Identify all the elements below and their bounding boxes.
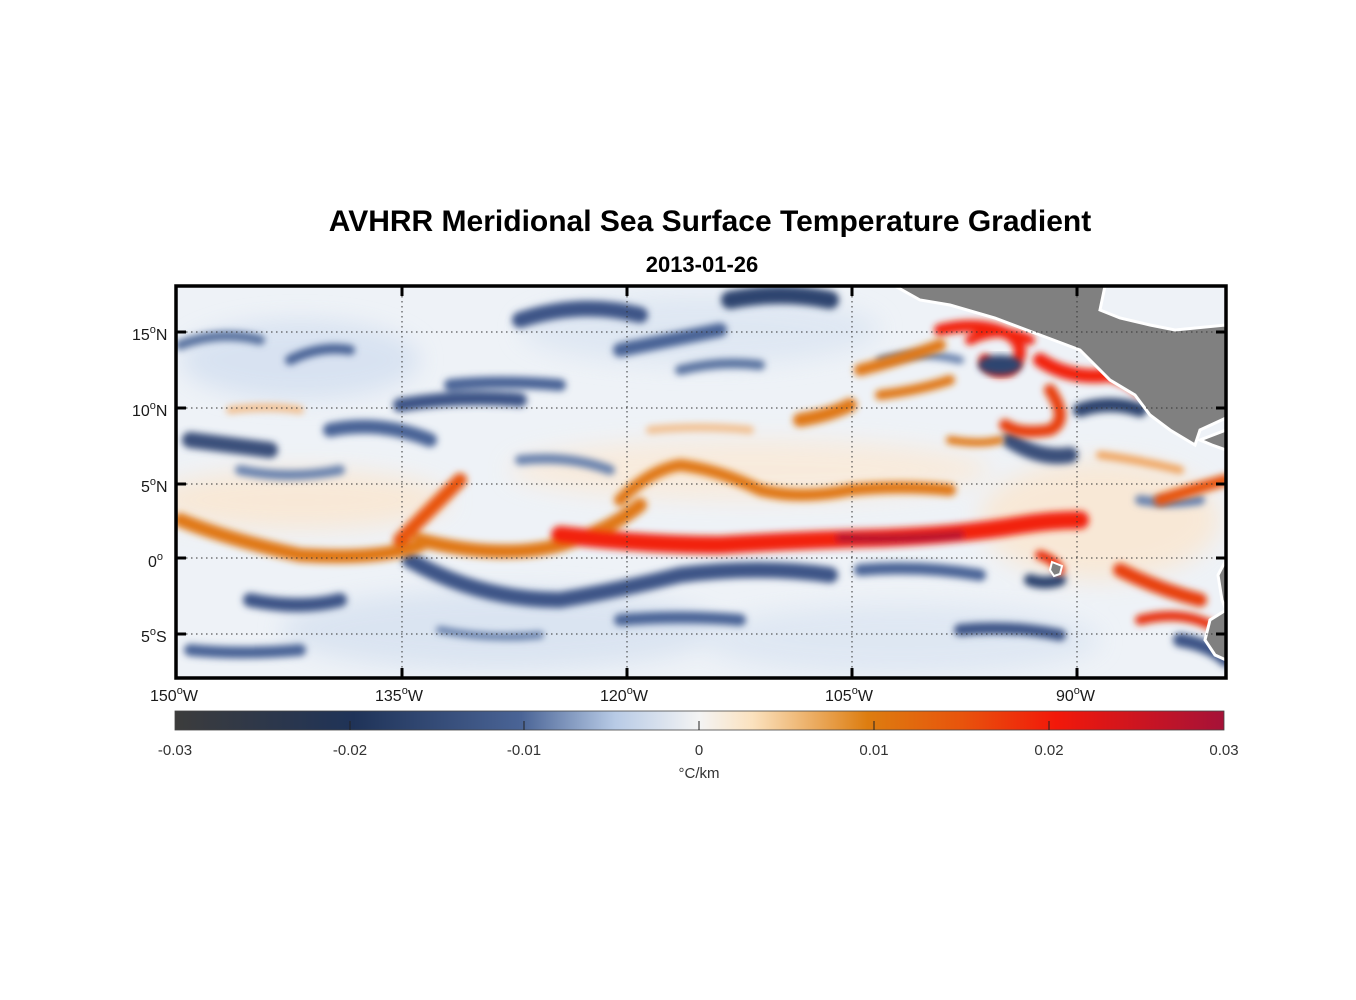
colorbar-ticks — [349, 721, 1050, 730]
colorbar-tick-label: 0.01 — [859, 742, 888, 759]
colorbar-tick-label: 0.02 — [1034, 742, 1063, 759]
colorbar-tick-label: 0 — [695, 742, 703, 759]
lat-label-15n: 15oN — [132, 324, 167, 344]
colorbar-tick-label: -0.01 — [507, 742, 541, 759]
central-america-land — [891, 286, 1226, 662]
lon-label-90w: 90oW — [1056, 685, 1096, 705]
sst-gradient-field — [176, 286, 1226, 678]
lat-label-5n: 5oN — [141, 476, 168, 496]
lon-label-135w: 135oW — [375, 685, 424, 705]
lon-label-150w: 150oW — [150, 685, 199, 705]
lon-label-105w: 105oW — [825, 685, 874, 705]
colorbar-tick-label: 0.03 — [1209, 742, 1238, 759]
colorbar: -0.03 -0.02 -0.01 0 0.01 0.02 0.03 °C/km — [158, 710, 1239, 782]
graticule — [176, 286, 1226, 678]
colorbar-unit-label: °C/km — [679, 765, 720, 782]
chart-subtitle: 2013-01-26 — [645, 252, 759, 277]
colorbar-tick-label: -0.03 — [158, 742, 192, 759]
lat-label-5s: 5oS — [141, 626, 167, 646]
lon-label-120w: 120oW — [600, 685, 649, 705]
map-frame — [174, 284, 1228, 680]
latitude-labels: 15oN 10oN 5oN 0o 5oS — [132, 324, 168, 646]
colorbar-tick-label: -0.02 — [333, 742, 367, 759]
lat-label-10n: 10oN — [132, 400, 167, 420]
longitude-labels: 150oW 135oW 120oW 105oW 90oW — [150, 685, 1096, 705]
chart-title: AVHRR Meridional Sea Surface Temperature… — [328, 205, 1092, 238]
lat-label-0: 0o — [148, 551, 163, 571]
frame-ticks — [176, 286, 1226, 678]
tehuantepec-cold-eddy — [978, 355, 1022, 375]
